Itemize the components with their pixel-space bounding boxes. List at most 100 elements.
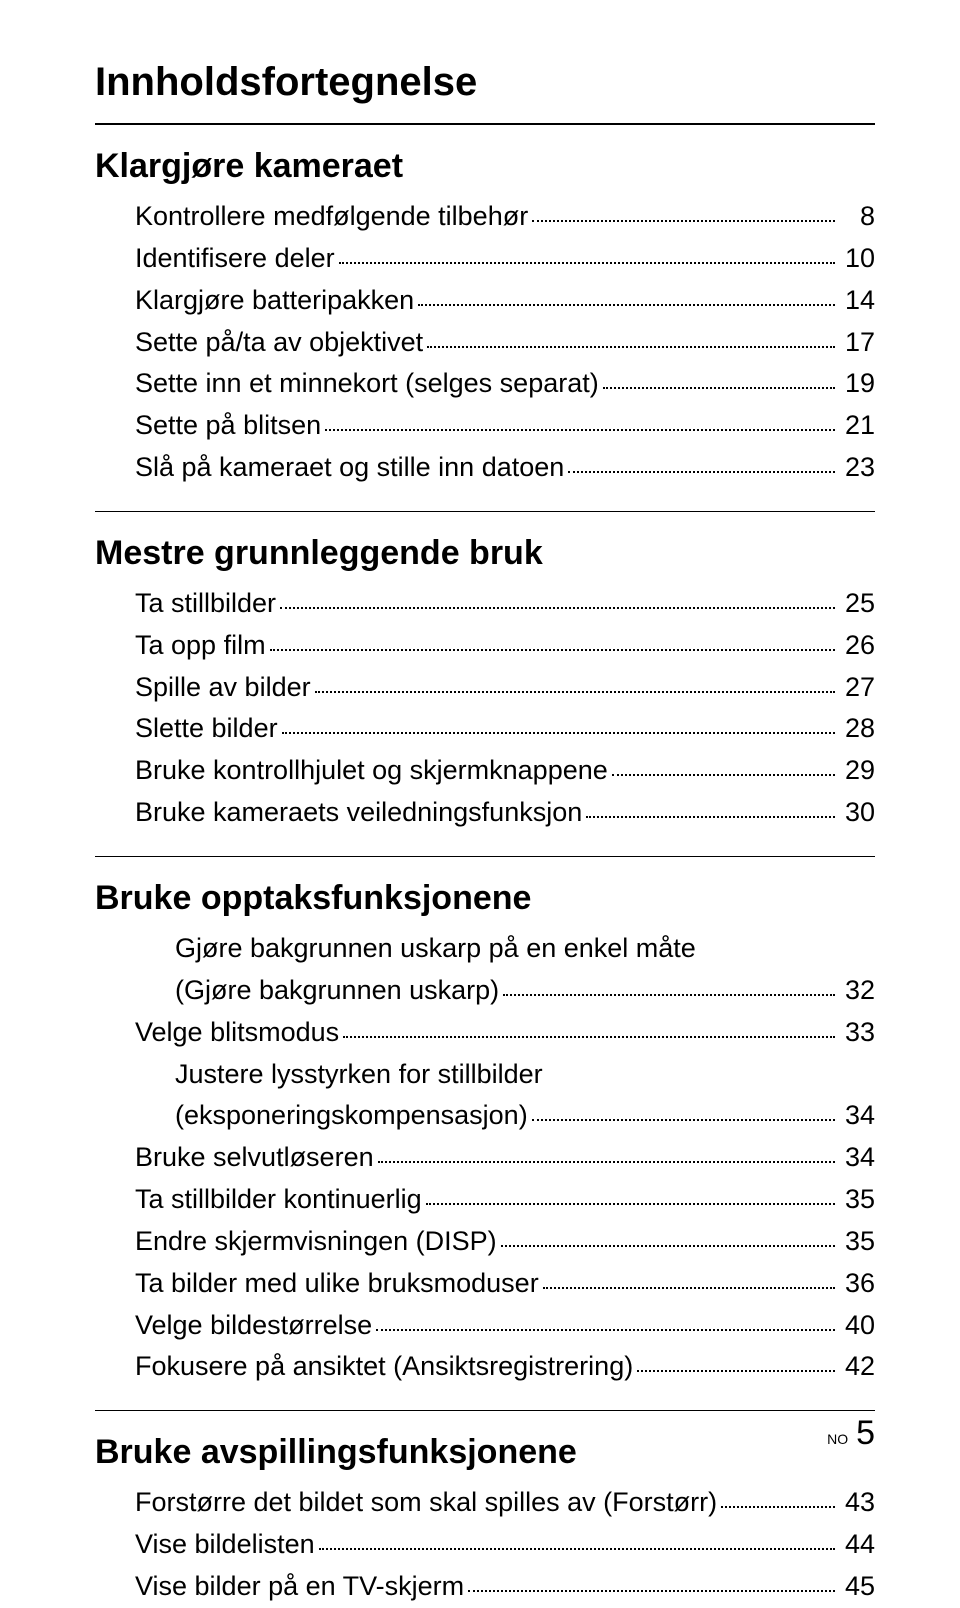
toc-item-page: 21 — [839, 405, 875, 447]
toc-item-page: 30 — [839, 792, 875, 834]
toc-leader-dots — [315, 691, 835, 693]
toc-item-page: 36 — [839, 1263, 875, 1305]
toc-leader-dots — [378, 1161, 835, 1163]
section-rule — [95, 511, 875, 512]
toc-item-page: 40 — [839, 1305, 875, 1347]
toc-item: Sette på blitsen21 — [135, 405, 875, 447]
toc-item: Justere lysstyrken for stillbilder(ekspo… — [135, 1054, 875, 1138]
toc-leader-dots — [637, 1370, 835, 1372]
section-heading: Klargjøre kameraet — [95, 147, 875, 186]
toc-item-label: (eksponeringskompensasjon) — [175, 1095, 528, 1137]
toc-item: Velge bildestørrelse 40 — [135, 1305, 875, 1347]
toc-item-page: 10 — [839, 238, 875, 280]
toc-list: Forstørre det bildet som skal spilles av… — [95, 1482, 875, 1608]
section-heading: Bruke opptaksfunksjonene — [95, 879, 875, 918]
toc-item-page: 28 — [839, 708, 875, 750]
toc-item-page: 34 — [839, 1095, 875, 1137]
toc-item-page: 29 — [839, 750, 875, 792]
toc-item: Bruke kontrollhjulet og skjermknappene 29 — [135, 750, 875, 792]
toc-item-label: Klargjøre batteripakken — [135, 280, 414, 322]
page-title: Innholdsfortegnelse — [95, 60, 875, 105]
toc-list: Kontrollere medfølgende tilbehør8Identif… — [95, 196, 875, 489]
toc-leader-dots — [603, 387, 835, 389]
toc-item: Bruke selvutløseren 34 — [135, 1137, 875, 1179]
toc-item-label: Vise bildelisten — [135, 1524, 315, 1566]
toc-item-page: 17 — [839, 322, 875, 364]
toc-item: Gjøre bakgrunnen uskarp på en enkel måte… — [135, 928, 875, 1012]
toc-item: Ta stillbilder kontinuerlig 35 — [135, 1179, 875, 1221]
toc-item: Klargjøre batteripakken 14 — [135, 280, 875, 322]
toc-item-label: Ta bilder med ulike bruksmoduser — [135, 1263, 539, 1305]
toc-item: Ta opp film26 — [135, 625, 875, 667]
toc-item-label: Slette bilder — [135, 708, 278, 750]
toc-leader-dots — [325, 429, 835, 431]
toc-item-page: 35 — [839, 1179, 875, 1221]
toc-item: Fokusere på ansiktet (Ansiktsregistrerin… — [135, 1346, 875, 1388]
toc-item-page: 14 — [839, 280, 875, 322]
toc-item-label: Ta stillbilder kontinuerlig — [135, 1179, 422, 1221]
toc-item: Spille av bilder 27 — [135, 667, 875, 709]
toc-item: Vise bilder på en TV-skjerm 45 — [135, 1566, 875, 1608]
toc-item: Bruke kameraets veiledningsfunksjon 30 — [135, 792, 875, 834]
toc-item-label: Bruke kameraets veiledningsfunksjon — [135, 792, 582, 834]
toc-item-label: Gjøre bakgrunnen uskarp på en enkel måte — [175, 928, 875, 970]
toc-item-label: Kontrollere medfølgende tilbehør — [135, 196, 528, 238]
toc-leader-dots — [468, 1590, 835, 1592]
footer-language-label: NO — [827, 1431, 848, 1447]
toc-item: Sette på/ta av objektivet 17 — [135, 322, 875, 364]
toc-leader-dots — [376, 1329, 835, 1331]
toc-item-page: 25 — [839, 583, 875, 625]
toc-item-label: Sette på/ta av objektivet — [135, 322, 423, 364]
toc-item-label: Ta stillbilder — [135, 583, 276, 625]
toc-list: Gjøre bakgrunnen uskarp på en enkel måte… — [95, 928, 875, 1388]
toc-item: Slå på kameraet og stille inn datoen 23 — [135, 447, 875, 489]
toc-leader-dots — [503, 994, 835, 996]
toc-item-page: 44 — [839, 1524, 875, 1566]
toc-item-label: Slå på kameraet og stille inn datoen — [135, 447, 564, 489]
toc-leader-dots — [721, 1506, 835, 1508]
toc-leader-dots — [280, 607, 835, 609]
toc-leader-dots — [339, 262, 835, 264]
section-rule — [95, 856, 875, 857]
toc-item-label: Spille av bilder — [135, 667, 311, 709]
toc-item-label: (Gjøre bakgrunnen uskarp) — [175, 970, 499, 1012]
toc-item-label: Sette inn et minnekort (selges separat) — [135, 363, 599, 405]
toc-item-page: 34 — [839, 1137, 875, 1179]
toc-item-label: Ta opp film — [135, 625, 266, 667]
toc-item-page: 35 — [839, 1221, 875, 1263]
toc-leader-dots — [543, 1287, 835, 1289]
toc-item-page: 45 — [839, 1566, 875, 1608]
toc-item-label: Fokusere på ansiktet (Ansiktsregistrerin… — [135, 1346, 633, 1388]
toc-container: Klargjøre kameraet Kontrollere medfølgend… — [95, 147, 875, 1608]
toc-item: Endre skjermvisningen (DISP)35 — [135, 1221, 875, 1263]
toc-leader-dots — [427, 346, 835, 348]
toc-leader-dots — [586, 816, 835, 818]
toc-item-page: 27 — [839, 667, 875, 709]
toc-item: Vise bildelisten 44 — [135, 1524, 875, 1566]
toc-leader-dots — [532, 220, 835, 222]
toc-list: Ta stillbilder 25Ta opp film26Spille av b… — [95, 583, 875, 834]
toc-item: Kontrollere medfølgende tilbehør8 — [135, 196, 875, 238]
toc-item-page: 23 — [839, 447, 875, 489]
toc-item: Slette bilder 28 — [135, 708, 875, 750]
toc-item: Forstørre det bildet som skal spilles av… — [135, 1482, 875, 1524]
toc-item-label: Identifisere deler — [135, 238, 335, 280]
section-heading: Bruke avspillingsfunksjonene — [95, 1433, 875, 1472]
toc-leader-dots — [501, 1245, 835, 1247]
toc-leader-dots — [418, 304, 835, 306]
toc-item: Ta stillbilder 25 — [135, 583, 875, 625]
toc-item-label: Bruke kontrollhjulet og skjermknappene — [135, 750, 608, 792]
toc-leader-dots — [270, 649, 835, 651]
toc-item-page: 19 — [839, 363, 875, 405]
toc-item-label: Vise bilder på en TV-skjerm — [135, 1566, 464, 1608]
toc-leader-dots — [532, 1119, 835, 1121]
toc-leader-dots — [319, 1548, 835, 1550]
toc-item-label: Velge bildestørrelse — [135, 1305, 372, 1347]
toc-item: Sette inn et minnekort (selges separat) 1… — [135, 363, 875, 405]
page-footer: NO 5 — [827, 1414, 875, 1453]
section-rule — [95, 1410, 875, 1411]
toc-item-page: 33 — [839, 1012, 875, 1054]
toc-item-label: Bruke selvutløseren — [135, 1137, 374, 1179]
toc-item-page: 43 — [839, 1482, 875, 1524]
toc-leader-dots — [343, 1036, 835, 1038]
